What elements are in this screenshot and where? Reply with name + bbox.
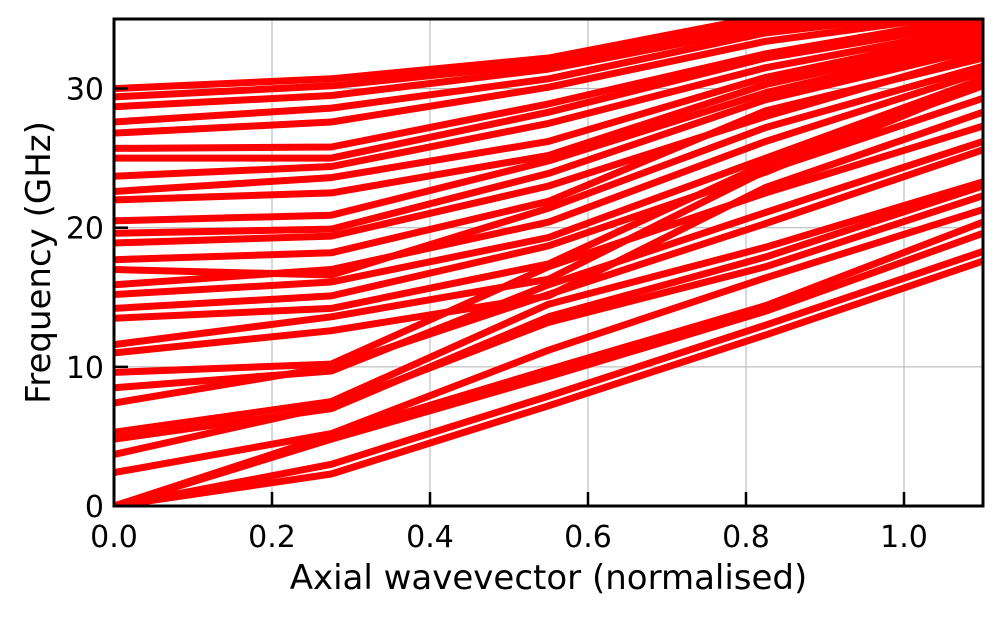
series-line [114,19,918,126]
series-line [114,218,983,506]
series-line [114,50,983,247]
series-line [114,23,983,180]
y-tick-label: 0 [85,490,104,525]
series-line [114,19,983,152]
series-line [114,19,958,137]
series-line [114,33,983,204]
plot-frame [112,17,985,508]
x-tick-label: 0.2 [248,520,296,555]
series-line [114,182,983,443]
series-line [114,19,983,162]
series-line [114,28,983,195]
x-tick-label: 1.0 [880,520,928,555]
series-lines [114,19,983,506]
series-line [114,257,983,506]
series-line [114,62,983,279]
x-tick-label: 0.8 [722,520,770,555]
series-line [114,19,828,101]
series-line [114,94,983,349]
series-line [114,37,983,225]
series-line [114,178,983,436]
series-line [114,248,983,506]
series-line [114,138,983,392]
y-tick-labels: 0 10 20 30 [66,73,104,525]
series-line [114,206,983,477]
x-tick-label: 0.0 [90,520,138,555]
series-line [114,108,983,357]
x-tick-label: 0.6 [564,520,612,555]
y-tick-label: 20 [66,212,104,247]
x-tick-labels: 0.0 0.2 0.4 0.6 0.8 1.0 [90,520,928,555]
series-line [114,79,983,312]
y-tick-label: 10 [66,351,104,386]
x-tick-label: 0.4 [406,520,454,555]
y-tick-label: 30 [66,73,104,108]
series-line [114,82,983,322]
x-axis-label: Axial wavevector (normalised) [290,558,808,598]
y-axis-label: Frequency (GHz) [19,121,59,404]
series-line [114,19,774,93]
series-line [114,44,983,237]
series-line [114,75,983,298]
